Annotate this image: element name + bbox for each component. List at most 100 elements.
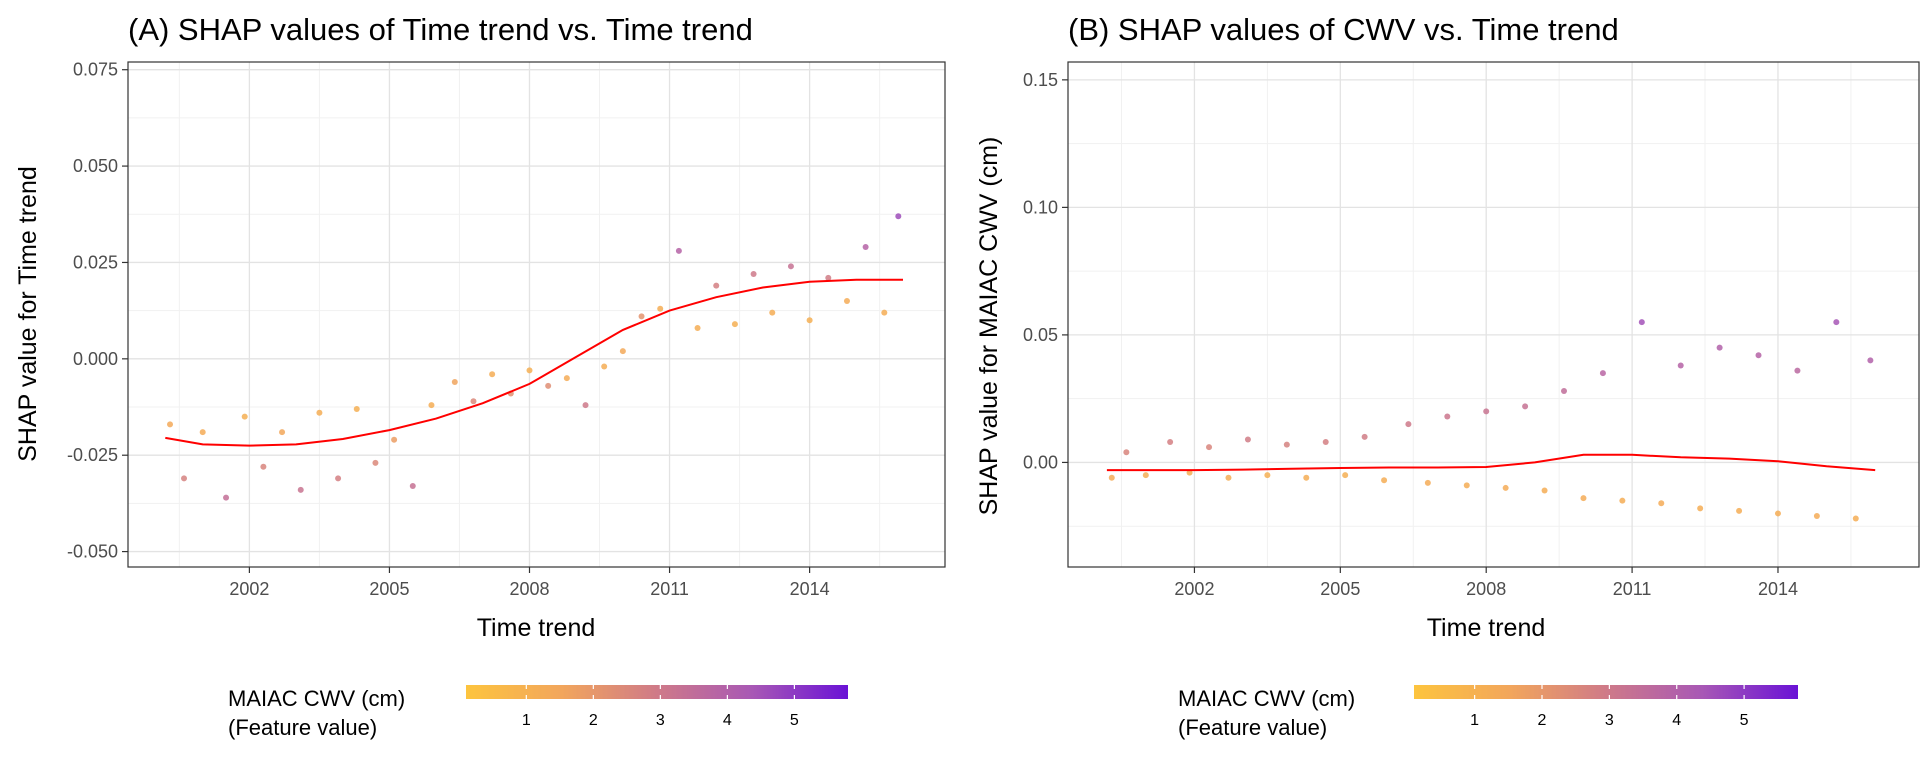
- data-point: [470, 398, 477, 405]
- panel-a-plot-area: [128, 62, 945, 567]
- panel-a: (A) SHAP values of Time trend vs. Time t…: [14, 12, 946, 740]
- data-point: [279, 429, 286, 436]
- data-point: [1424, 479, 1431, 486]
- data-point: [1206, 444, 1213, 451]
- x-tick-label: 2008: [1466, 579, 1506, 599]
- data-point: [713, 282, 720, 289]
- legend-tick-label: 5: [790, 712, 799, 729]
- data-point: [1186, 469, 1193, 476]
- data-point: [181, 475, 188, 482]
- data-point: [1123, 449, 1130, 456]
- panel-a-legend: MAIAC CWV (cm) (Feature value) 1 2 3 4 5: [228, 685, 848, 740]
- data-point: [1108, 474, 1115, 481]
- data-point: [787, 263, 794, 270]
- y-tick-label: 0.025: [73, 252, 118, 272]
- data-point: [526, 367, 533, 374]
- data-point: [1561, 388, 1568, 395]
- y-tick-label: 0.10: [1023, 197, 1058, 217]
- data-point: [1794, 367, 1801, 374]
- data-point: [372, 459, 379, 466]
- x-tick-label: 2008: [509, 579, 549, 599]
- panel-a-legend-title-line1: MAIAC CWV (cm): [228, 686, 405, 711]
- panel-b-legend-title-line2: (Feature value): [1178, 715, 1327, 740]
- panel-a-y-axis-title: SHAP value for Time trend: [14, 166, 42, 462]
- data-point: [769, 309, 776, 316]
- panel-b-x-axis-title: Time trend: [1427, 614, 1546, 642]
- data-point: [1833, 319, 1840, 326]
- panel-a-grid: [128, 62, 945, 567]
- data-point: [601, 363, 608, 370]
- data-point: [675, 247, 682, 254]
- data-point: [563, 375, 570, 382]
- x-tick-label: 2014: [1758, 579, 1798, 599]
- legend-tick-label: 1: [1470, 712, 1479, 729]
- data-point: [409, 483, 416, 490]
- data-point: [1852, 515, 1859, 522]
- panel-b-legend-ticks: 1 2 3 4 5: [1470, 685, 1749, 729]
- data-point: [657, 305, 664, 312]
- x-tick-label: 2011: [650, 579, 689, 599]
- panel-b-legend: MAIAC CWV (cm) (Feature value) 1 2 3 4 5: [1178, 685, 1798, 740]
- panel-b-legend-colorbar: [1414, 685, 1798, 699]
- data-point: [1580, 495, 1587, 502]
- data-point: [1342, 472, 1349, 479]
- data-point: [335, 475, 342, 482]
- data-point: [223, 494, 230, 501]
- data-point: [260, 463, 267, 470]
- data-point: [1755, 352, 1762, 359]
- data-point: [1244, 436, 1251, 443]
- y-tick-label: 0.075: [73, 60, 118, 80]
- legend-tick-label: 3: [656, 712, 665, 729]
- y-tick-label: 0.05: [1023, 325, 1058, 345]
- data-point: [1658, 500, 1665, 507]
- data-point: [1736, 507, 1743, 514]
- data-point: [489, 371, 496, 378]
- x-tick-label: 2011: [1613, 579, 1652, 599]
- data-point: [1638, 319, 1645, 326]
- panel-b-smooth-line: [1106, 453, 1876, 472]
- data-point: [1813, 512, 1820, 519]
- data-point: [862, 244, 869, 251]
- data-point: [353, 405, 360, 412]
- data-point: [1774, 510, 1781, 517]
- x-tick-label: 2014: [790, 579, 830, 599]
- data-point: [731, 321, 738, 328]
- panel-b-border: [1067, 61, 1920, 568]
- panel-a-y-ticks: -0.050 -0.025 0.000 0.025 0.050 0.075: [67, 60, 128, 562]
- data-point: [1867, 357, 1874, 364]
- data-point: [1716, 344, 1723, 351]
- panel-a-x-axis-title: Time trend: [477, 614, 596, 642]
- data-point: [1264, 472, 1271, 479]
- panel-a-legend-ticks: 1 2 3 4 5: [522, 685, 799, 729]
- panel-a-title: (A) SHAP values of Time trend vs. Time t…: [128, 12, 753, 47]
- panel-a-smooth-line: [165, 278, 903, 447]
- data-point: [1167, 439, 1174, 446]
- y-tick-label: 0.00: [1023, 452, 1058, 472]
- data-point: [1381, 477, 1388, 484]
- data-point: [1463, 482, 1470, 489]
- data-point: [391, 436, 398, 443]
- data-point: [1541, 487, 1548, 494]
- data-point: [619, 348, 626, 355]
- panel-b-x-ticks: 2002 2005 2008 2011 2014: [1174, 567, 1798, 599]
- y-tick-label: -0.025: [67, 445, 118, 465]
- legend-tick-label: 2: [1538, 712, 1547, 729]
- panel-b-points: [1108, 319, 1874, 522]
- y-tick-label: 0.050: [73, 156, 118, 176]
- panel-a-points: [167, 213, 902, 501]
- data-point: [806, 317, 813, 324]
- panel-b-y-axis-title: SHAP value for MAIAC CWV (cm): [975, 137, 1003, 516]
- data-point: [545, 382, 552, 389]
- data-point: [1483, 408, 1490, 415]
- panel-b-legend-title-line1: MAIAC CWV (cm): [1178, 686, 1355, 711]
- data-point: [843, 298, 850, 305]
- panel-b-plot-area: [1068, 62, 1919, 567]
- data-point: [297, 486, 304, 493]
- data-point: [1303, 474, 1310, 481]
- panel-a-border: [127, 61, 946, 568]
- x-tick-label: 2005: [1320, 579, 1360, 599]
- data-point: [1142, 472, 1149, 479]
- x-tick-label: 2002: [1174, 579, 1214, 599]
- data-point: [241, 413, 248, 420]
